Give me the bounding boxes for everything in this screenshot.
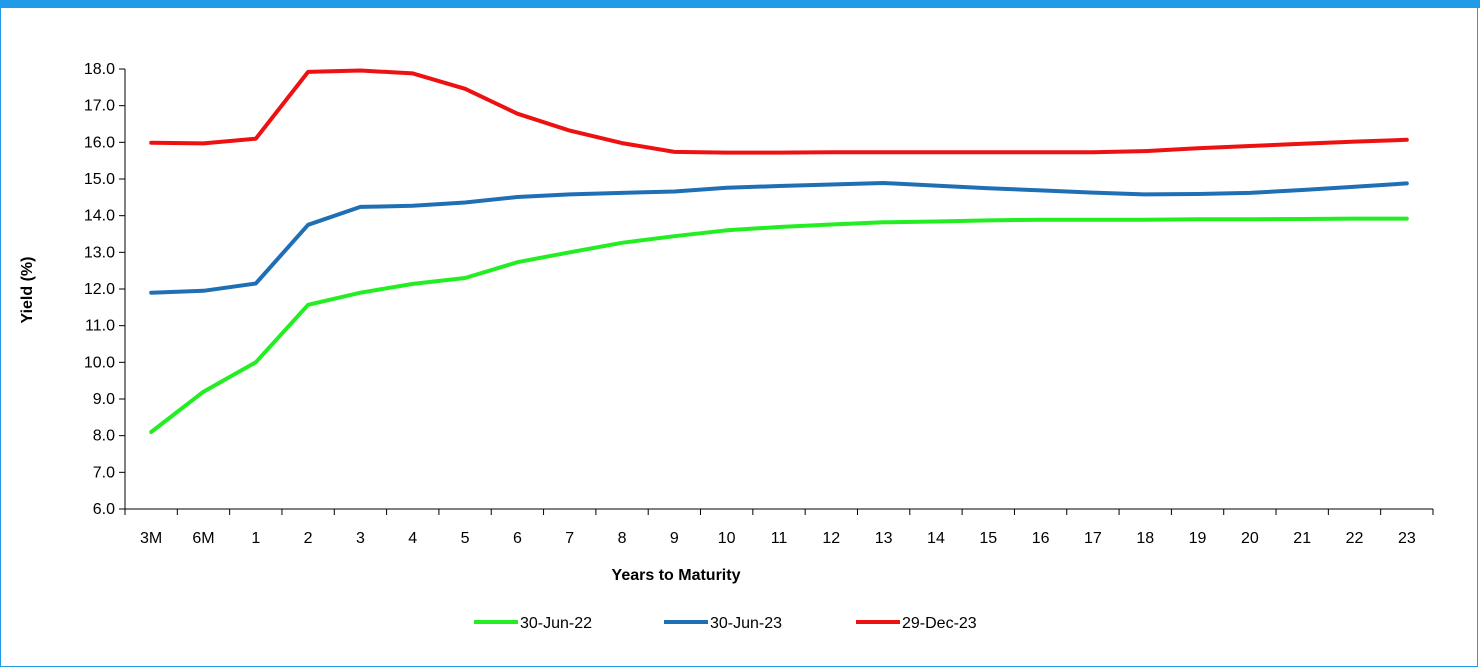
y-tick-label: 13.0	[84, 244, 115, 261]
x-tick-label: 3	[356, 530, 365, 547]
x-tick-label: 11	[771, 530, 788, 547]
y-tick-label: 14.0	[84, 208, 115, 225]
x-tick-label: 17	[1084, 530, 1102, 547]
x-tick-label: 7	[565, 530, 574, 547]
x-tick-label: 5	[461, 530, 470, 547]
legend-label-1: 30-Jun-23	[710, 615, 782, 632]
x-tick-label: 3M	[140, 530, 162, 547]
legend-label-0: 30-Jun-22	[520, 615, 592, 632]
legend-label-2: 29-Dec-23	[902, 615, 977, 632]
x-tick-label: 2	[304, 530, 313, 547]
y-tick-label: 15.0	[84, 171, 115, 188]
x-tick-label: 1	[251, 530, 260, 547]
x-tick-label: 23	[1398, 530, 1416, 547]
y-tick-label: 7.0	[93, 464, 115, 481]
y-tick-label: 11.0	[85, 318, 115, 335]
x-tick-label: 21	[1293, 530, 1311, 547]
x-tick-label: 12	[822, 530, 840, 547]
y-tick-label: 12.0	[84, 281, 115, 298]
y-tick-label: 16.0	[84, 134, 115, 151]
series-line-2	[149, 68, 1409, 155]
x-tick-label: 9	[670, 530, 679, 547]
x-tick-label: 20	[1241, 530, 1259, 547]
y-tick-label: 8.0	[93, 428, 115, 445]
x-tick-label: 16	[1032, 530, 1050, 547]
y-tick-label: 18.0	[84, 61, 115, 78]
series-line-0	[149, 216, 1409, 434]
y-tick-label: 6.0	[93, 501, 115, 518]
series-lines	[149, 68, 1409, 434]
x-tick-label: 19	[1189, 530, 1207, 547]
x-tick-label: 6	[513, 530, 522, 547]
x-tick-label: 6M	[192, 530, 214, 547]
y-tick-label: 17.0	[84, 98, 115, 115]
y-tick-label: 10.0	[84, 354, 115, 371]
x-axis: 3M 6M 1 2 3 4 5 6 7 8 9 10 11 12 13 14 15 16 17 18 19 20 21 22 2…	[124, 508, 1434, 547]
x-tick-label: 15	[979, 530, 997, 547]
series-line-1	[149, 181, 1409, 295]
x-tick-label: 22	[1346, 530, 1364, 547]
x-axis-title: Years to Maturity	[612, 567, 741, 584]
y-axis-title: Yield (%)	[19, 257, 36, 324]
x-tick-label: 13	[875, 530, 893, 547]
x-tick-label: 4	[408, 530, 417, 547]
x-tick-label: 14	[927, 530, 945, 547]
x-tick-label: 18	[1136, 530, 1154, 547]
y-axis: 6.0 7.0 8.0 9.0 10.0 11.0 12.0 13.0 14.0 15.0 16.0…	[84, 61, 126, 518]
x-tick-label: 8	[618, 530, 627, 547]
x-tick-label: 10	[718, 530, 736, 547]
legend: 30-Jun-22 30-Jun-23 29-Dec-23	[474, 615, 977, 632]
top-border-bar	[0, 0, 1480, 8]
y-tick-label: 9.0	[93, 391, 115, 408]
